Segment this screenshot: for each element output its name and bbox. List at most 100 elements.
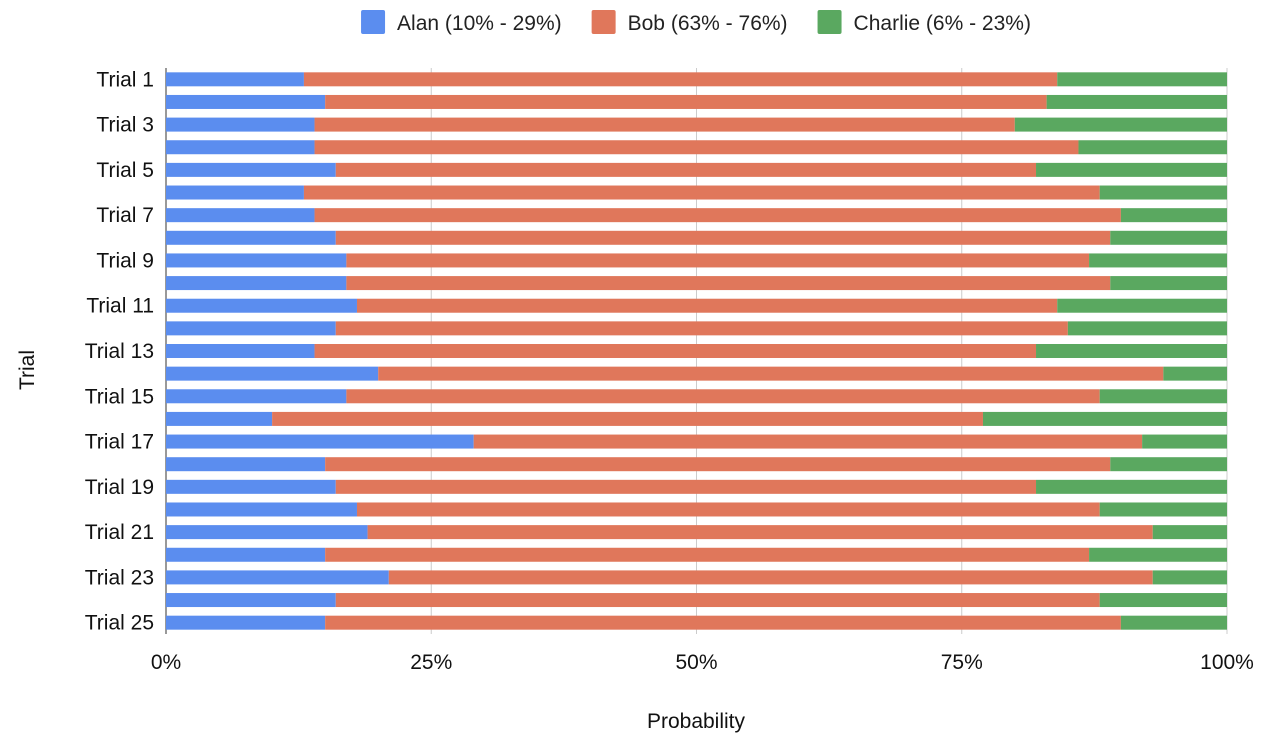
bar-segment <box>314 344 1037 358</box>
bar-segment <box>1057 298 1227 313</box>
legend-swatch <box>817 10 842 34</box>
bar-segment <box>314 208 1121 223</box>
x-tick-label: 0% <box>151 651 181 674</box>
x-tick-label: 100% <box>1200 651 1254 674</box>
bar-segment <box>1152 570 1227 585</box>
bar-segment <box>335 321 1068 336</box>
legend-label: Alan (10% - 29%) <box>397 12 562 35</box>
bar-segment <box>1057 72 1227 87</box>
bar-segment <box>314 140 1079 155</box>
bar-segment <box>166 615 326 630</box>
bar-segment <box>1099 389 1227 404</box>
bar-segment <box>166 344 315 358</box>
bar-segment <box>166 502 357 517</box>
bar-segment <box>1036 479 1227 494</box>
legend-item: Charlie (6% - 23%) <box>817 10 1031 35</box>
y-tick-label: Trial 5 <box>96 159 154 182</box>
bar-segment <box>356 298 1058 313</box>
y-tick-label: Trial 1 <box>96 68 154 91</box>
bar-segment <box>166 298 357 313</box>
bar-segment <box>1110 276 1227 291</box>
bar-segment <box>1067 321 1227 336</box>
bar-segment <box>1099 593 1227 608</box>
y-tick-label: Trial 25 <box>85 612 154 635</box>
bar-segment <box>325 94 1047 109</box>
x-axis-title: Probability <box>647 710 746 733</box>
y-tick-label: Trial 19 <box>85 476 154 499</box>
bar-segment <box>166 94 326 109</box>
bar-segment <box>367 525 1153 540</box>
bar-segment <box>1078 140 1227 155</box>
bar-segment <box>473 434 1143 449</box>
bar-segment <box>335 593 1100 608</box>
bar-segment <box>1014 117 1227 132</box>
bar-segment <box>388 570 1153 585</box>
bar-segment <box>166 321 336 336</box>
bar-segment <box>166 140 315 155</box>
bar-segment <box>378 366 1164 381</box>
bar-segment <box>166 570 389 585</box>
x-tick-label: 25% <box>410 651 452 674</box>
bar-segment <box>356 502 1100 517</box>
x-axis-tick-labels: 0% 25% 50% 75% 100% <box>151 651 1254 674</box>
bar-segment <box>166 162 336 177</box>
bar-segment <box>346 253 1090 268</box>
y-tick-label: Trial 3 <box>96 114 154 137</box>
y-tick-label: Trial 9 <box>96 249 154 272</box>
bar-segment <box>1036 162 1227 177</box>
bar-segment <box>166 411 273 426</box>
bar-segment <box>166 208 315 223</box>
bar-segment <box>166 457 326 472</box>
bar-segment <box>1046 94 1227 109</box>
legend-swatch <box>591 10 616 34</box>
bar-segment <box>166 479 336 494</box>
legend-item: Alan (10% - 29%) <box>361 10 562 35</box>
bar-segment <box>1152 525 1227 540</box>
bar-segment <box>982 411 1227 426</box>
bar-segment <box>166 117 315 132</box>
bar-segment <box>325 615 1121 630</box>
y-tick-label: Trial 11 <box>86 295 154 318</box>
bar-segment <box>335 162 1037 177</box>
bars <box>166 72 1227 630</box>
y-tick-label: Trial 21 <box>85 521 154 544</box>
bar-segment <box>166 185 304 200</box>
y-tick-label: Trial 17 <box>85 431 154 454</box>
bar-segment <box>1120 615 1227 630</box>
legend-label: Bob (63% - 76%) <box>628 12 788 35</box>
y-tick-label: Trial 23 <box>85 566 154 589</box>
y-axis-title: Trial <box>16 350 39 390</box>
y-axis-tick-labels: Trial 1 Trial 3 Trial 5 Trial 7 Trial 9 Trial… <box>85 68 154 634</box>
bar-segment <box>335 479 1037 494</box>
bar-segment <box>335 230 1111 245</box>
bar-segment <box>166 230 336 245</box>
bar-segment <box>303 185 1100 200</box>
bar-segment <box>346 276 1111 291</box>
bar-segment <box>314 117 1015 132</box>
bar-segment <box>1110 230 1227 245</box>
bar-segment <box>1142 434 1227 449</box>
bar-segment <box>1089 253 1227 268</box>
bar-segment <box>346 389 1100 404</box>
bar-segment <box>325 547 1090 562</box>
bar-segment <box>166 593 336 608</box>
bar-segment <box>166 389 347 404</box>
bar-segment <box>166 366 379 381</box>
bar-segment <box>303 72 1058 87</box>
bar-segment <box>272 411 983 426</box>
y-tick-label: Trial 15 <box>85 385 154 408</box>
x-tick-label: 75% <box>941 651 983 674</box>
bar-segment <box>1099 502 1227 517</box>
bar-segment <box>325 457 1111 472</box>
bar-segment <box>166 72 304 87</box>
legend-swatch <box>361 10 386 34</box>
bar-segment <box>166 525 368 540</box>
bar-segment <box>1110 457 1227 472</box>
bar-segment <box>166 547 326 562</box>
x-tick-label: 50% <box>675 651 717 674</box>
y-tick-label: Trial 13 <box>85 340 154 363</box>
bar-segment <box>1120 208 1227 223</box>
legend: Alan (10% - 29%) Bob (63% - 76%) Charlie (… <box>361 10 1031 35</box>
y-tick-label: Trial 7 <box>96 204 154 227</box>
